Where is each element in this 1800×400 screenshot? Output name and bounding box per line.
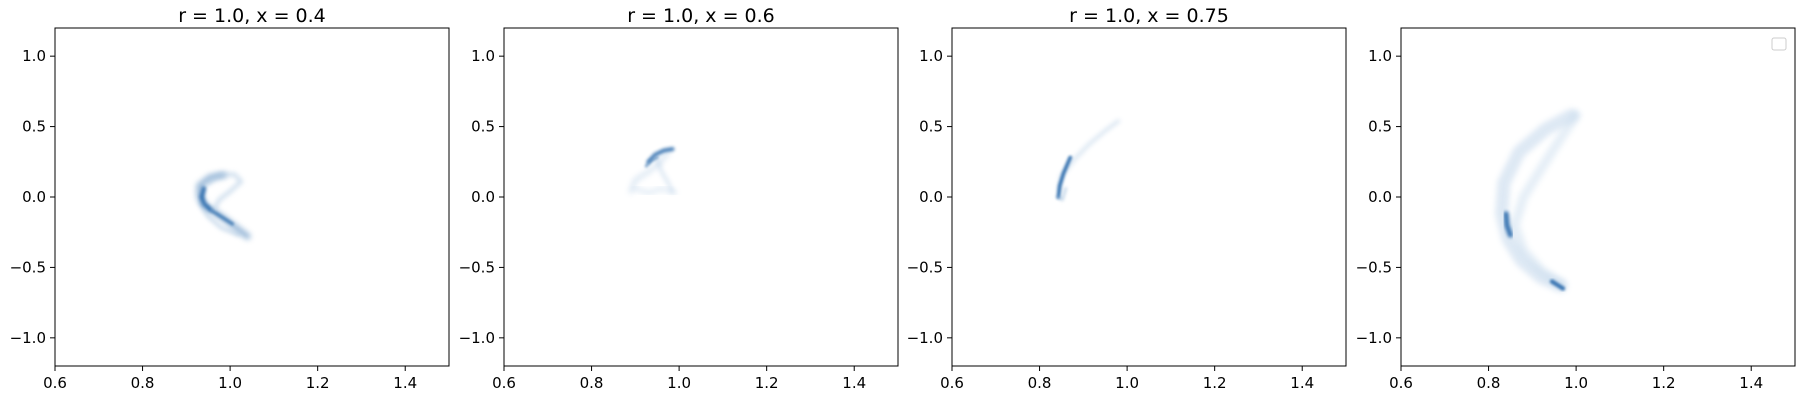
density-trace bbox=[628, 149, 671, 194]
density-trace bbox=[1503, 211, 1514, 238]
axes-frame bbox=[503, 27, 899, 367]
density-trace bbox=[1549, 279, 1566, 291]
density-trace bbox=[206, 172, 244, 211]
density-trace bbox=[1495, 108, 1579, 293]
x-tick-label: 0.8 bbox=[1028, 374, 1052, 392]
x-tick-label: 1.0 bbox=[667, 374, 691, 392]
y-tick-label: −1.0 bbox=[459, 329, 495, 347]
subplot-2: 0.6 0.8 1.0 1.2 1.4 1.0 0.5 0.0 −0.5 −1.0 r = 1.… bbox=[459, 5, 899, 392]
subplot-4: 0.6 0.8 1.0 1.2 1.4 1.0 0.5 0.0 −0.5 −1.0 bbox=[1356, 27, 1796, 392]
x-tick-label: 1.2 bbox=[1203, 374, 1227, 392]
x-tick-label: 1.2 bbox=[755, 374, 779, 392]
x-tick-label: 1.4 bbox=[1739, 374, 1763, 392]
density-trace bbox=[199, 186, 213, 213]
x-tick-label: 1.2 bbox=[1652, 374, 1676, 392]
y-axis: 1.0 0.5 0.0 −0.5 −1.0 bbox=[907, 47, 952, 347]
density-trace bbox=[633, 186, 677, 195]
subplot-3: 0.6 0.8 1.0 1.2 1.4 1.0 0.5 0.0 −0.5 −1.0 r = 1.… bbox=[907, 5, 1347, 392]
y-tick-label: 0.0 bbox=[471, 188, 495, 206]
density-trace bbox=[644, 156, 659, 168]
x-tick-label: 1.4 bbox=[393, 374, 417, 392]
x-tick-label: 0.6 bbox=[43, 374, 67, 392]
x-tick-label: 1.2 bbox=[306, 374, 330, 392]
x-tick-label: 1.0 bbox=[1564, 374, 1588, 392]
plot-area bbox=[1055, 119, 1121, 202]
x-tick-label: 0.8 bbox=[1477, 374, 1501, 392]
x-axis: 0.6 0.8 1.0 1.2 1.4 bbox=[1389, 366, 1763, 392]
y-tick-label: −1.0 bbox=[1356, 329, 1392, 347]
y-tick-label: −0.5 bbox=[1356, 258, 1392, 276]
y-tick-label: 0.0 bbox=[919, 188, 943, 206]
y-tick-label: 0.5 bbox=[22, 118, 46, 136]
density-trace bbox=[210, 209, 235, 226]
y-tick-label: 1.0 bbox=[1368, 47, 1392, 65]
y-tick-label: −0.5 bbox=[907, 258, 943, 276]
subplot-1: 0.6 0.8 1.0 1.2 1.4 1.0 0.5 0.0 −0.5 −1.0 r = 1.… bbox=[10, 5, 450, 392]
density-trace bbox=[1055, 187, 1068, 202]
chart-title: r = 1.0, x = 0.6 bbox=[627, 5, 775, 27]
x-tick-label: 0.6 bbox=[1389, 374, 1413, 392]
x-tick-label: 0.8 bbox=[131, 374, 155, 392]
axes-frame bbox=[1400, 27, 1796, 367]
y-tick-label: 1.0 bbox=[471, 47, 495, 65]
axes-frame bbox=[951, 27, 1347, 367]
y-tick-label: 0.5 bbox=[919, 118, 943, 136]
x-tick-label: 0.6 bbox=[492, 374, 516, 392]
density-trace bbox=[1510, 110, 1581, 290]
y-tick-label: 0.5 bbox=[1368, 118, 1392, 136]
x-tick-label: 1.4 bbox=[842, 374, 866, 392]
x-axis: 0.6 0.8 1.0 1.2 1.4 bbox=[43, 366, 417, 392]
y-axis: 1.0 0.5 0.0 −0.5 −1.0 bbox=[10, 47, 55, 347]
y-axis: 1.0 0.5 0.0 −0.5 −1.0 bbox=[1356, 47, 1401, 347]
legend-box bbox=[1771, 37, 1787, 51]
y-tick-label: 0.0 bbox=[22, 188, 46, 206]
x-tick-label: 1.0 bbox=[218, 374, 242, 392]
x-tick-label: 0.8 bbox=[580, 374, 604, 392]
x-axis: 0.6 0.8 1.0 1.2 1.4 bbox=[492, 366, 866, 392]
y-tick-label: −1.0 bbox=[10, 329, 46, 347]
axes-frame bbox=[54, 27, 450, 367]
plot-area bbox=[1495, 108, 1581, 293]
density-trace bbox=[1057, 119, 1121, 192]
plot-area bbox=[628, 147, 677, 195]
y-tick-label: −0.5 bbox=[459, 258, 495, 276]
x-tick-label: 0.6 bbox=[940, 374, 964, 392]
density-trace bbox=[655, 158, 675, 194]
y-tick-label: −1.0 bbox=[907, 329, 943, 347]
y-tick-label: −0.5 bbox=[10, 258, 46, 276]
y-tick-label: 0.0 bbox=[1368, 188, 1392, 206]
chart-title: r = 1.0, x = 0.4 bbox=[178, 5, 326, 27]
density-trace bbox=[197, 200, 241, 237]
x-axis: 0.6 0.8 1.0 1.2 1.4 bbox=[940, 366, 1314, 392]
plot-area bbox=[196, 172, 251, 240]
y-tick-label: 1.0 bbox=[22, 47, 46, 65]
x-tick-label: 1.4 bbox=[1290, 374, 1314, 392]
chart-title: r = 1.0, x = 0.75 bbox=[1069, 5, 1229, 27]
y-axis: 1.0 0.5 0.0 −0.5 −1.0 bbox=[459, 47, 504, 347]
density-trace bbox=[1056, 155, 1073, 199]
x-tick-label: 1.0 bbox=[1115, 374, 1139, 392]
y-tick-label: 0.5 bbox=[471, 118, 495, 136]
y-tick-label: 1.0 bbox=[919, 47, 943, 65]
